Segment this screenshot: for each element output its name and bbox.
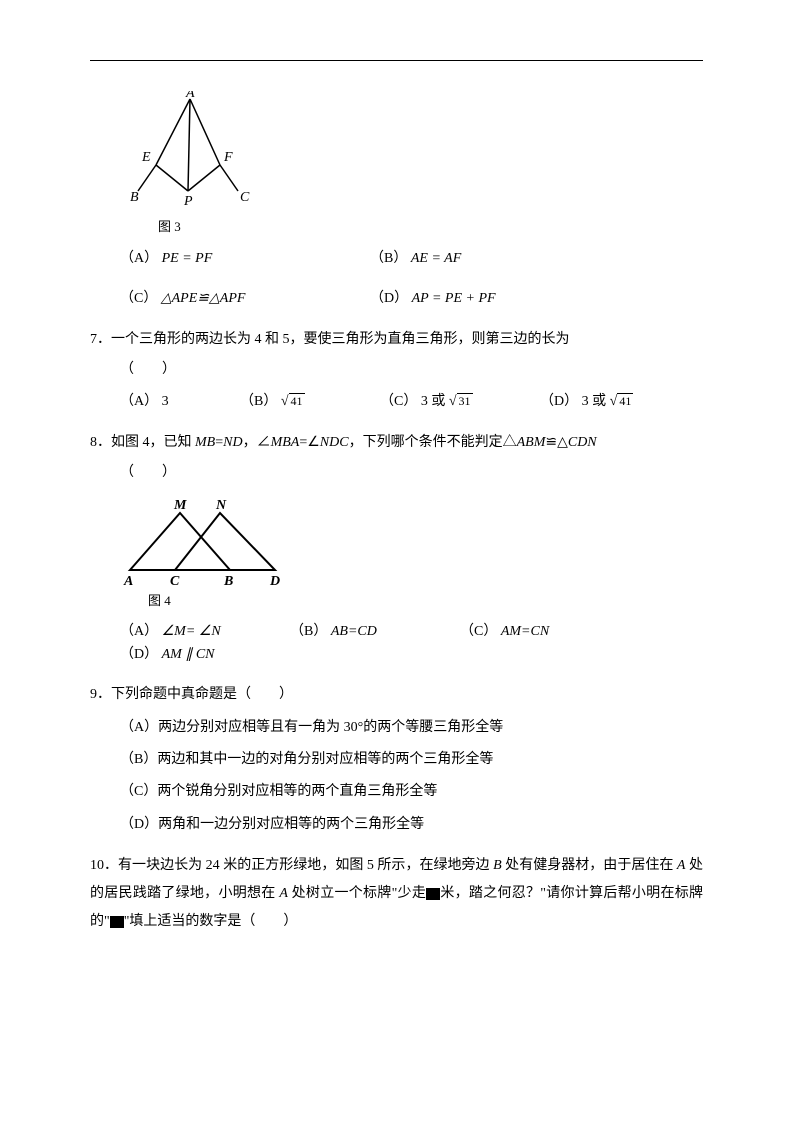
q6-opt-C: （C） △APE≌△APF: [120, 288, 350, 310]
q8-B-prefix: （B）: [290, 624, 327, 639]
q8-MB: MB: [195, 435, 215, 450]
q9-opt-D: （D）两角和一边分别对应相等的两个三角形全等: [120, 814, 703, 836]
q6-A-prefix: （A）: [120, 251, 158, 266]
fig3-label-E: E: [141, 150, 151, 165]
q7-B-sqrt: 41: [289, 393, 305, 408]
q7-text: 7．一个三角形的两边长为 4 和 5，要使三角形为直角三角形，则第三边的长为: [90, 329, 703, 351]
q10-text-b: 处有健身器材，由于居住在: [502, 858, 677, 873]
q7-paren: （ ）: [120, 359, 703, 381]
q6-A-math: PE = PF: [162, 251, 213, 266]
fig4-label-M: M: [173, 498, 187, 513]
q6-B-prefix: （B）: [370, 251, 407, 266]
q6-B-math: AE = AF: [411, 251, 461, 266]
fig4-label-C: C: [170, 574, 180, 585]
q6-opt-A: （A） PE = PF: [120, 248, 350, 270]
fig4-label-A: A: [123, 574, 133, 585]
q7-C-text-a: 3 或: [421, 394, 446, 409]
q7-opt-D: （D） 3 或 √41: [540, 391, 680, 413]
q7-C-sqrt: 31: [457, 393, 473, 408]
blank-box-icon: [426, 888, 440, 900]
fig3-label-C: C: [240, 190, 250, 205]
fig4-label-N: N: [215, 498, 227, 513]
figure-3-svg: A E F B C P: [120, 91, 260, 211]
q6-options-2: （C） △APE≌△APF （D） AP = PE + PF: [120, 288, 703, 310]
q8-opt-A: （A） ∠M= ∠N: [120, 621, 270, 643]
figure-4: M N A C B D 图 4: [120, 495, 703, 612]
q8-D-text: AM ∥ CN: [162, 647, 215, 662]
q7-options: （A） 3 （B） √41 （C） 3 或 √31 （D） 3 或 √41: [120, 391, 703, 413]
q8-paren: （ ）: [120, 462, 703, 484]
q8-text-a: 8．如图 4，已知: [90, 435, 195, 450]
fig3-label-P: P: [183, 194, 193, 209]
q8-opt-B: （B） AB=CD: [290, 621, 440, 643]
q8-options: （A） ∠M= ∠N （B） AB=CD （C） AM=CN （D） AM ∥ …: [120, 621, 703, 666]
q8-MBA: MBA: [271, 435, 300, 450]
blank-box-icon: [110, 916, 124, 928]
q10-text-f: "填上适当的数字是（ ）: [124, 914, 298, 929]
q10-B: B: [493, 858, 502, 873]
q8-eq1: =: [215, 435, 223, 450]
q7-opt-A: （A） 3: [120, 391, 220, 413]
figure-3: A E F B C P 图 3: [120, 91, 703, 238]
q6-D-math: AP = PE + PF: [412, 291, 496, 306]
q6-C-prefix: （C）: [120, 291, 157, 306]
q8-opt-D: （D） AM ∥ CN: [120, 644, 240, 666]
q7-D-sqrt: 41: [617, 393, 633, 408]
page-top-divider: [90, 60, 703, 61]
q9-options: （A）两边分别对应相等且有一角为 30°的两个等腰三角形全等 （B）两边和其中一…: [120, 717, 703, 837]
sqrt-icon: √41: [281, 391, 305, 413]
q8-ND: ND: [223, 435, 242, 450]
q8-A-text: ∠M= ∠N: [162, 624, 221, 639]
q6-C-math: △APE≌△APF: [161, 291, 246, 306]
q7-C-prefix: （C）: [380, 394, 417, 409]
figure-4-caption: 图 4: [148, 591, 703, 612]
q7-opt-B: （B） √41: [240, 391, 360, 413]
q8-C-prefix: （C）: [460, 624, 497, 639]
fig3-label-A: A: [185, 91, 195, 101]
sqrt-icon: √31: [449, 391, 473, 413]
q9-opt-A: （A）两边分别对应相等且有一角为 30°的两个等腰三角形全等: [120, 717, 703, 739]
fig4-label-B: B: [223, 574, 233, 585]
fig4-label-D: D: [269, 574, 280, 585]
q8-D-prefix: （D）: [120, 647, 158, 662]
q6-opt-D: （D） AP = PE + PF: [370, 288, 600, 310]
q8-comma1: ，∠: [243, 435, 271, 450]
q8-opt-C: （C） AM=CN: [460, 621, 610, 643]
q10-A2: A: [279, 886, 288, 901]
q8-B-text: AB=CD: [331, 624, 377, 639]
q8-text: 8．如图 4，已知 MB=ND，∠MBA=∠NDC，下列哪个条件不能判定△ABM…: [90, 432, 703, 454]
sqrt-icon: √41: [610, 391, 634, 413]
q6-opt-B: （B） AE = AF: [370, 248, 600, 270]
q8-text-b: ，下列哪个条件不能判定△: [349, 435, 517, 450]
q7-D-text-a: 3 或: [582, 394, 607, 409]
q6-D-prefix: （D）: [370, 291, 408, 306]
q8-eq2: =∠: [299, 435, 319, 450]
q7-A-text: 3: [162, 394, 169, 409]
q8-ABM: ABM: [517, 435, 546, 450]
q10-text: 10．有一块边长为 24 米的正方形绿地，如图 5 所示，在绿地旁边 B 处有健…: [90, 852, 703, 936]
q8-cong: ≌△: [545, 435, 568, 450]
q9-opt-C: （C）两个锐角分别对应相等的两个直角三角形全等: [120, 781, 703, 803]
q7-A-prefix: （A）: [120, 394, 158, 409]
q6-options: （A） PE = PF （B） AE = AF: [120, 248, 703, 270]
q8-CDN: CDN: [568, 435, 597, 450]
q10-text-d: 处树立一个标牌"少走: [288, 886, 426, 901]
q9-opt-B: （B）两边和其中一边的对角分别对应相等的两个三角形全等: [120, 749, 703, 771]
q8-A-prefix: （A）: [120, 624, 158, 639]
q9-text: 9．下列命题中真命题是（ ）: [90, 684, 703, 706]
q7-D-prefix: （D）: [540, 394, 578, 409]
q7-opt-C: （C） 3 或 √31: [380, 391, 520, 413]
q8-C-text: AM=CN: [501, 624, 549, 639]
q10-text-a: 10．有一块边长为 24 米的正方形绿地，如图 5 所示，在绿地旁边: [90, 858, 493, 873]
fig3-label-F: F: [223, 150, 233, 165]
figure-4-svg: M N A C B D: [120, 495, 290, 585]
figure-3-caption: 图 3: [158, 217, 703, 238]
fig3-label-B: B: [130, 190, 139, 205]
q7-B-prefix: （B）: [240, 394, 277, 409]
q8-NDC: NDC: [320, 435, 349, 450]
